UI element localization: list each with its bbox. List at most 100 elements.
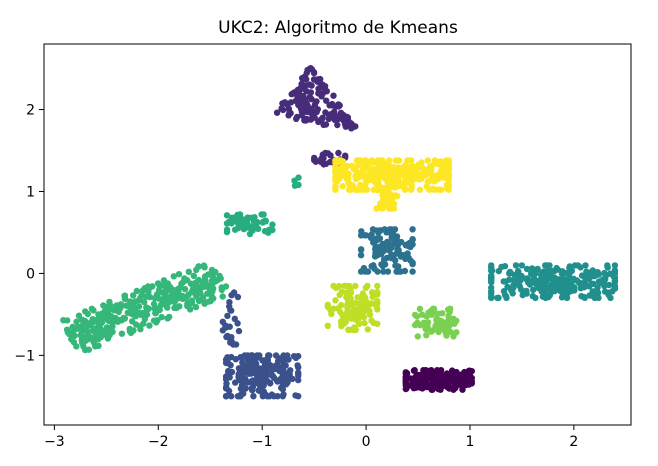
scatter-point-cluster-6 [73,318,80,325]
scatter-point-cluster-4 [518,262,526,269]
scatter-point-cluster-6 [108,313,115,320]
scatter-point-cluster-8 [362,284,369,291]
y-tick-label: 1 [26,184,35,200]
scatter-point-cluster-4 [588,280,595,287]
scatter-point-cluster-8 [374,282,381,290]
scatter-point-cluster-4 [559,268,566,275]
scatter-point-cluster-9 [392,157,399,164]
scatter-point-cluster-0 [444,376,452,383]
scatter-point-cluster-6 [170,273,177,280]
scatter-point-cluster-6 [166,286,173,293]
scatter-point-cluster-1 [314,76,322,83]
scatter-point-cluster-2 [269,366,276,374]
scatter-point-cluster-9 [408,184,415,191]
scatter-point-cluster-6 [152,310,159,317]
scatter-point-cluster-6 [83,320,90,328]
scatter-point-cluster-9 [386,157,393,164]
scatter-point-cluster-1 [322,160,330,167]
scatter-point-cluster-4 [581,294,588,301]
scatter-point-cluster-9 [404,157,411,164]
scatter-point-cluster-4 [605,289,612,296]
y-axis: −1 0 1 2 [14,103,44,364]
scatter-point-cluster-3 [368,263,375,270]
scatter-point-cluster-3 [409,236,416,243]
scatter-point-cluster-1 [318,155,325,162]
scatter-point-cluster-6 [199,295,206,302]
scatter-point-cluster-9 [410,175,417,183]
scatter-point-cluster-6 [133,287,140,295]
x-tick-label: 1 [466,434,475,450]
scatter-point-cluster-3 [401,251,408,259]
scatter-point-cluster-3 [409,226,416,233]
scatter-point-cluster-4 [541,286,548,293]
scatter-point-cluster-4 [512,262,520,269]
scatter-point-cluster-7 [414,333,421,340]
scatter-point-cluster-4 [611,278,619,285]
scatter-point-cluster-9 [332,184,339,192]
scatter-point-cluster-1 [278,105,285,112]
scatter-point-cluster-9 [364,172,371,179]
scatter-point-cluster-3 [392,262,399,269]
scatter-point-cluster-1 [305,108,312,115]
scatter-point-cluster-1 [308,96,315,103]
scatter-point-cluster-2 [259,368,266,376]
scatter-point-cluster-1 [334,121,341,129]
scatter-point-cluster-2 [241,352,248,359]
scatter-point-cluster-2 [234,293,242,301]
scatter-point-cluster-0 [412,384,419,391]
scatter-point-cluster-4 [515,273,523,281]
scatter-point-cluster-7 [428,311,435,318]
scatter-point-cluster-6 [179,295,186,302]
scatter-point-cluster-6 [141,315,149,323]
scatter-point-cluster-9 [398,164,405,172]
scatter-point-cluster-8 [363,303,370,311]
scatter-point-cluster-1 [336,102,343,109]
scatter-point-cluster-9 [429,185,436,192]
scatter-point-cluster-9 [445,186,452,193]
scatter-point-cluster-6 [150,317,158,324]
scatter-point-cluster-9 [356,158,364,165]
scatter-point-cluster-7 [447,305,454,312]
scatter-point-cluster-4 [563,294,571,302]
scatter-point-cluster-9 [434,186,442,193]
scatter-point-cluster-0 [423,378,430,386]
scatter-point-cluster-3 [393,250,400,257]
scatter-point-cluster-2 [244,357,252,364]
scatter-point-cluster-5 [223,212,231,219]
scatter-point-cluster-2 [245,370,253,377]
scatter-point-cluster-9 [380,169,387,176]
scatter-point-cluster-3 [380,248,387,255]
scatter-point-cluster-6 [129,318,136,325]
y-tick-label: 2 [26,103,35,119]
scatter-point-cluster-6 [181,275,188,282]
scatter-point-cluster-4 [558,294,566,301]
scatter-point-cluster-1 [310,69,318,77]
scatter-point-cluster-6 [173,304,180,312]
scatter-point-cluster-9 [424,157,431,164]
scatter-point-cluster-3 [409,259,416,266]
scatter-point-cluster-6 [184,300,191,308]
scatter-point-cluster-1 [330,92,337,99]
scatter-point-cluster-9 [362,162,369,169]
plot-frame [43,43,632,426]
scatter-point-cluster-6 [174,294,181,301]
scatter-point-cluster-1 [292,97,299,105]
scatter-point-cluster-6 [114,302,121,309]
scatter-point-cluster-3 [386,226,394,233]
scatter-point-cluster-8 [328,310,335,318]
scatter-point-cluster-8 [354,306,362,313]
scatter-point-cluster-2 [292,354,300,362]
scatter-point-cluster-1 [298,80,305,88]
scatter-point-cluster-2 [284,376,291,383]
scatter-point-cluster-5 [295,181,302,189]
scatter-point-cluster-1 [350,123,357,131]
scatter-point-cluster-8 [350,310,358,318]
scatter-point-cluster-0 [411,367,418,374]
scatter-point-cluster-9 [368,157,376,164]
scatter-point-cluster-6 [75,312,83,319]
scatter-point-cluster-0 [438,383,445,390]
scatter-point-cluster-6 [104,335,112,342]
scatter-point-cluster-9 [352,175,360,183]
scatter-point-cluster-2 [240,390,247,397]
scatter-point-cluster-6 [60,317,67,324]
